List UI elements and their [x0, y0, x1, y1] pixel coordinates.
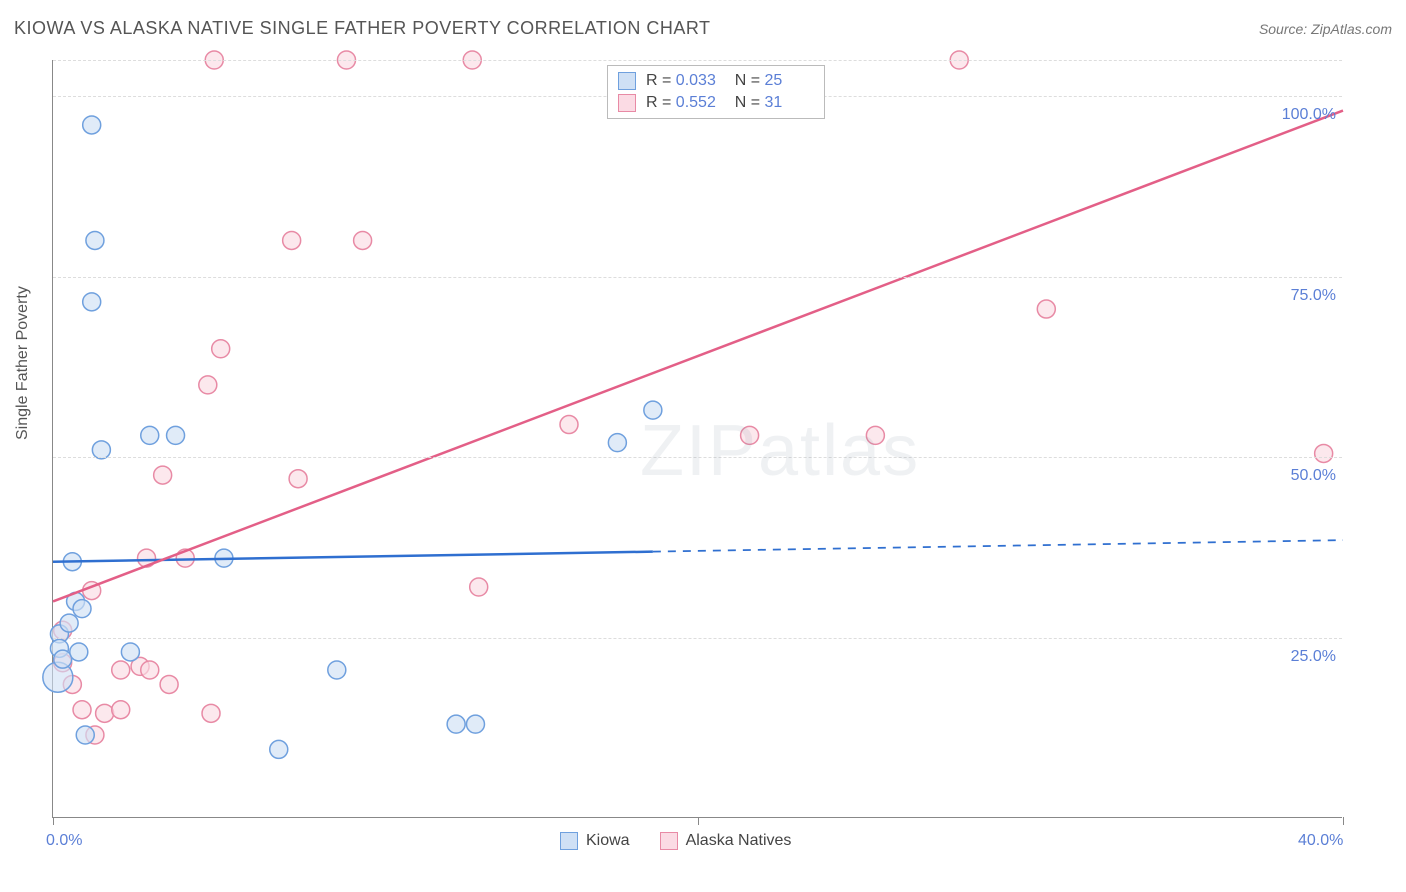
legend-label: Alaska Natives [686, 832, 792, 850]
y-tick-label: 75.0% [1291, 287, 1336, 305]
data-point [83, 293, 101, 311]
data-point [73, 600, 91, 618]
data-point [60, 614, 78, 632]
data-point [1315, 444, 1333, 462]
data-point [86, 231, 104, 249]
x-tick-label: 0.0% [46, 832, 82, 850]
data-point [54, 650, 72, 668]
legend-row: R = 0.033 N = 25 [618, 70, 814, 92]
data-point [328, 661, 346, 679]
data-point [354, 231, 372, 249]
data-point [644, 401, 662, 419]
legend-item: Alaska Natives [660, 832, 792, 850]
chart-title: KIOWA VS ALASKA NATIVE SINGLE FATHER POV… [14, 18, 711, 39]
data-point [212, 340, 230, 358]
correlation-legend: R = 0.033 N = 25 R = 0.552 N = 31 [607, 65, 825, 119]
data-point [466, 715, 484, 733]
gridline [53, 277, 1342, 278]
legend-swatch [618, 94, 636, 112]
data-point [560, 416, 578, 434]
data-point [96, 704, 114, 722]
source-label: Source: [1259, 21, 1307, 37]
legend-swatch [560, 832, 578, 850]
y-tick-label: 100.0% [1282, 106, 1336, 124]
y-tick-label: 50.0% [1291, 467, 1336, 485]
legend-swatch [618, 72, 636, 90]
trend-line-dashed [653, 540, 1343, 552]
trend-line [53, 111, 1343, 602]
scatter-plot: 25.0% 50.0% 75.0% 100.0% [52, 60, 1342, 818]
legend-item: Kiowa [560, 832, 630, 850]
data-point [154, 466, 172, 484]
legend-row: R = 0.552 N = 31 [618, 92, 814, 114]
data-point [141, 426, 159, 444]
data-point [83, 116, 101, 134]
data-point [866, 426, 884, 444]
series-legend: Kiowa Alaska Natives [560, 832, 791, 850]
y-axis-label: Single Father Poverty [14, 286, 32, 440]
data-point [289, 470, 307, 488]
data-point [270, 740, 288, 758]
legend-stats: R = 0.033 N = 25 [646, 72, 814, 90]
data-point [76, 726, 94, 744]
data-point [470, 578, 488, 596]
plot-svg-layer [53, 60, 1342, 817]
data-point [160, 675, 178, 693]
y-tick-label: 25.0% [1291, 648, 1336, 666]
data-point [121, 643, 139, 661]
x-tick [1343, 817, 1344, 825]
gridline [53, 638, 1342, 639]
data-point [283, 231, 301, 249]
source-credit: Source: ZipAtlas.com [1259, 21, 1392, 37]
x-tick [53, 817, 54, 825]
data-point [1037, 300, 1055, 318]
data-point [199, 376, 217, 394]
gridline [53, 457, 1342, 458]
data-point [112, 661, 130, 679]
data-point [167, 426, 185, 444]
data-point [73, 701, 91, 719]
data-point [141, 661, 159, 679]
legend-label: Kiowa [586, 832, 630, 850]
data-point [608, 434, 626, 452]
data-point [447, 715, 465, 733]
legend-swatch [660, 832, 678, 850]
data-point [112, 701, 130, 719]
data-point [70, 643, 88, 661]
source-value: ZipAtlas.com [1311, 21, 1392, 37]
x-tick [698, 817, 699, 825]
x-tick-label: 40.0% [1298, 832, 1343, 850]
gridline [53, 60, 1342, 61]
data-point [741, 426, 759, 444]
legend-stats: R = 0.552 N = 31 [646, 94, 814, 112]
data-point [202, 704, 220, 722]
